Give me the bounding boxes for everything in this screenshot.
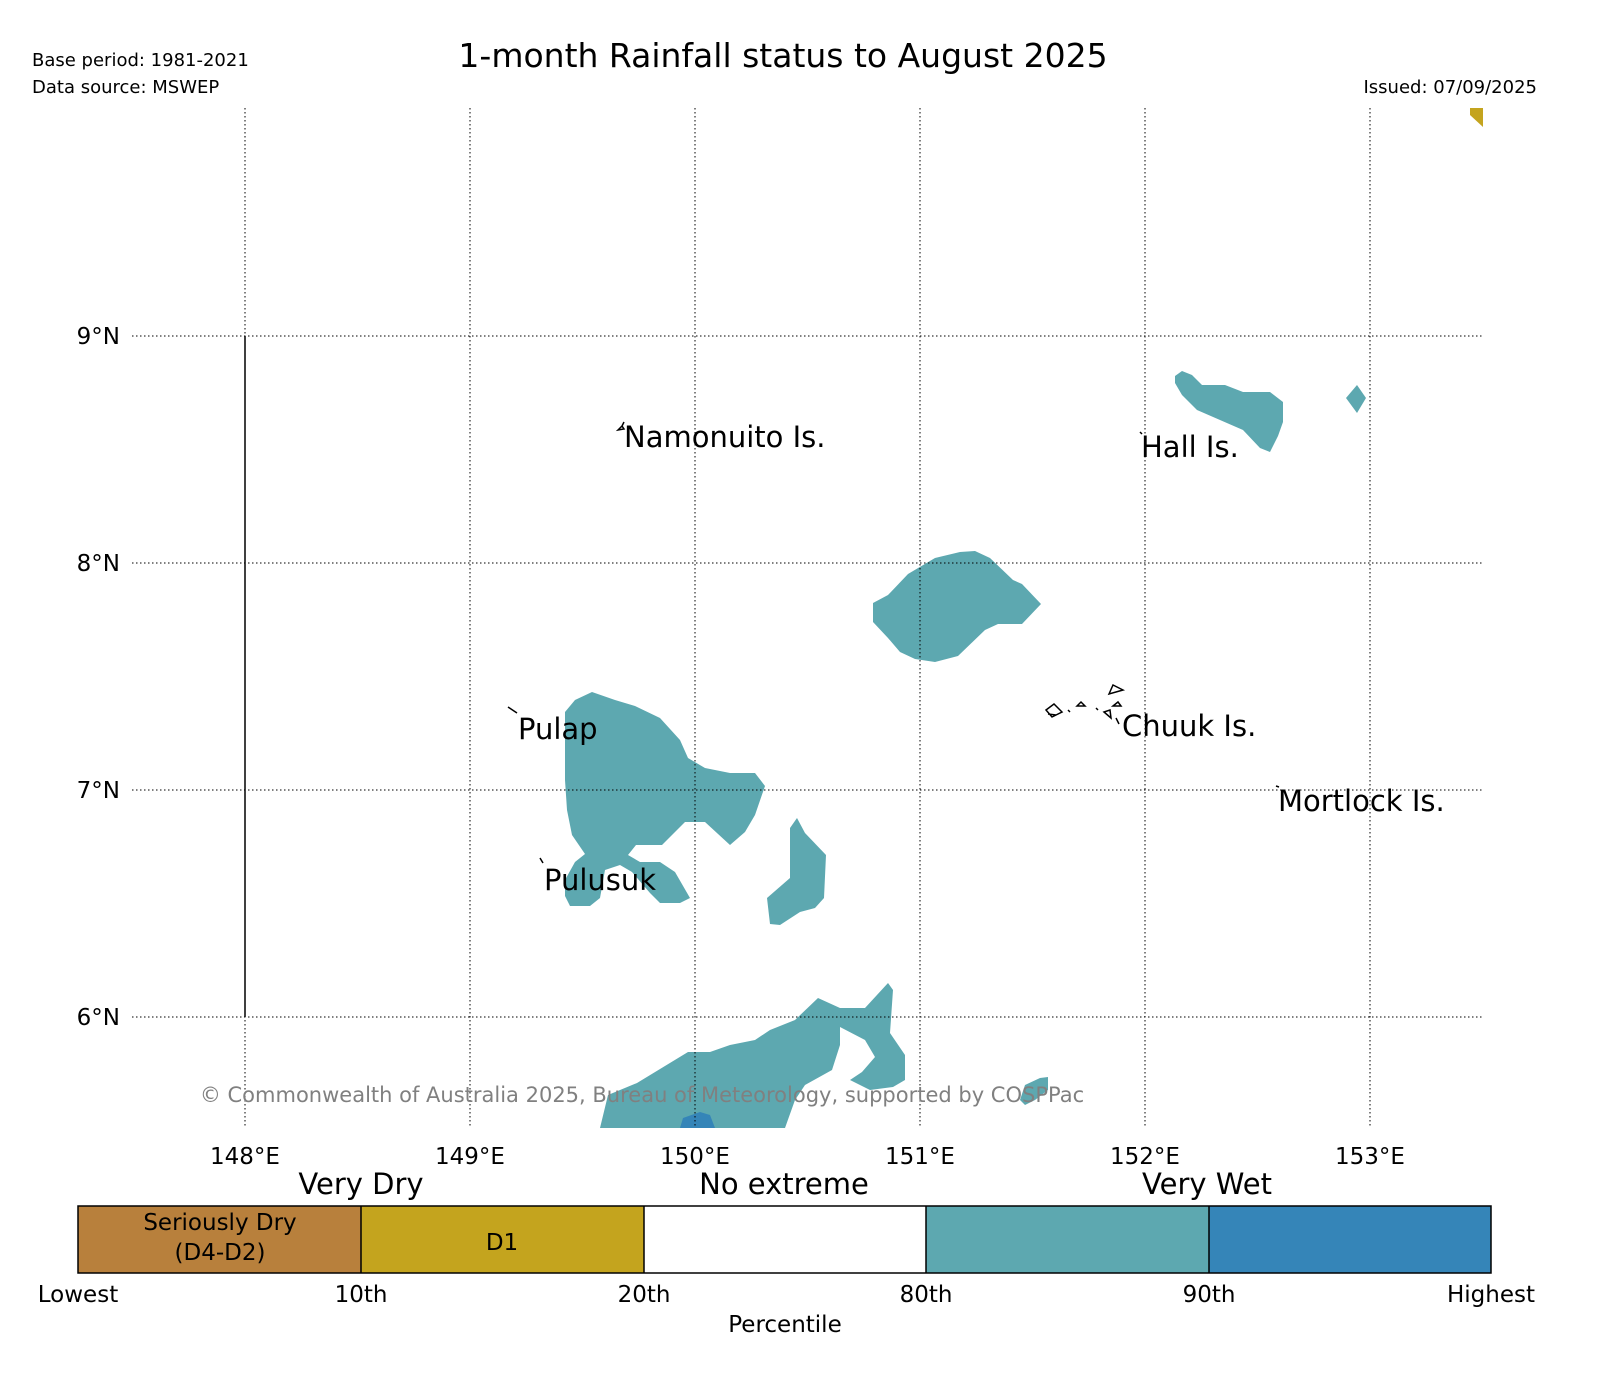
- very-wet-region: [873, 551, 1041, 662]
- map-area: Namonuito Is. Hall Is. Pulap Chuuk Is. M…: [132, 108, 1483, 1128]
- lon-label: 151°E: [885, 1144, 955, 1170]
- legend-tick: 20th: [618, 1282, 671, 1308]
- place-label-namonuito: Namonuito Is.: [624, 420, 826, 454]
- legend-tick: 90th: [1183, 1282, 1236, 1308]
- legend-group-label: No extreme: [699, 1167, 869, 1201]
- legend-group-label: Very Dry: [298, 1167, 423, 1201]
- legend-category-label: (D4-D2): [175, 1240, 266, 1266]
- legend-swatch-d1: [361, 1206, 644, 1273]
- legend-axis-label: Percentile: [728, 1312, 841, 1338]
- copyright-notice: © Commonwealth of Australia 2025, Bureau…: [200, 1083, 1084, 1107]
- lon-label: 148°E: [210, 1144, 280, 1170]
- place-label-mortlock: Mortlock Is.: [1278, 784, 1445, 818]
- highest-wet-region: [680, 1112, 715, 1128]
- legend-tick: Highest: [1447, 1282, 1535, 1308]
- gridlines: [132, 108, 1483, 1128]
- lon-label: 152°E: [1110, 1144, 1180, 1170]
- very-wet-region: [565, 692, 765, 906]
- legend-tick: Lowest: [38, 1282, 118, 1308]
- place-label-hall: Hall Is.: [1141, 430, 1239, 464]
- very-wet-region: [1020, 1077, 1048, 1105]
- legend-group-label: Very Wet: [1142, 1167, 1272, 1201]
- lat-label: 7°N: [77, 778, 120, 804]
- lat-label: 8°N: [77, 551, 120, 577]
- island-outlines: [507, 421, 1280, 864]
- place-label-chuuk: Chuuk Is.: [1122, 709, 1256, 743]
- legend-tick: 80th: [900, 1282, 953, 1308]
- lat-label: 9°N: [77, 324, 120, 350]
- base-period: Base period: 1981-2021: [32, 50, 249, 71]
- d1-dry-region: [1470, 108, 1483, 127]
- lon-label: 150°E: [660, 1144, 730, 1170]
- legend-swatch-no-extreme: [644, 1206, 926, 1273]
- issued-date: Issued: 07/09/2025: [1363, 77, 1537, 98]
- data-source: Data source: MSWEP: [32, 77, 219, 98]
- legend-swatch-very-wet: [926, 1206, 1209, 1273]
- legend-colorbar: Very Dry No extreme Very Wet Seriously D…: [38, 1167, 1535, 1338]
- page-title: 1-month Rainfall status to August 2025: [458, 36, 1107, 75]
- lon-label: 153°E: [1335, 1144, 1405, 1170]
- place-label-pulap: Pulap: [518, 712, 598, 746]
- legend-tick: 10th: [335, 1282, 388, 1308]
- legend-swatch-seriously-dry: [78, 1206, 361, 1273]
- legend-category-label: Seriously Dry: [143, 1210, 296, 1236]
- lon-label: 149°E: [435, 1144, 505, 1170]
- lat-label: 6°N: [77, 1005, 120, 1031]
- very-wet-region: [1175, 371, 1283, 452]
- very-wet-region: [600, 983, 905, 1128]
- very-wet-region: [1346, 385, 1366, 413]
- place-label-pulusuk: Pulusuk: [544, 863, 656, 897]
- legend-swatch-highest: [1209, 1206, 1491, 1273]
- legend-category-label: D1: [486, 1230, 518, 1256]
- very-wet-region: [767, 818, 826, 925]
